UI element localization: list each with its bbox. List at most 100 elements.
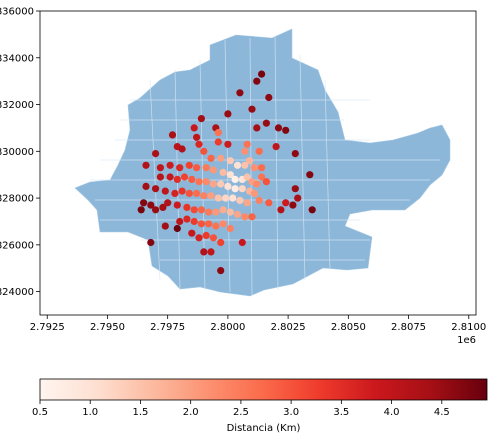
point	[243, 199, 251, 207]
point	[164, 199, 172, 207]
point	[205, 220, 213, 228]
point	[193, 164, 201, 172]
point	[200, 147, 208, 155]
point	[209, 234, 217, 242]
point	[219, 206, 227, 214]
point	[202, 164, 210, 172]
point	[248, 105, 256, 113]
x-tick-label: 2.8050	[331, 322, 366, 333]
point	[262, 178, 270, 186]
point	[147, 201, 155, 209]
point	[178, 145, 186, 153]
point	[152, 150, 160, 158]
point	[258, 164, 266, 172]
x-tick-label: 2.7925	[30, 322, 65, 333]
point	[282, 126, 290, 134]
point	[236, 89, 244, 97]
city-polygon	[74, 28, 451, 297]
y-tick-label: 828000	[0, 194, 34, 205]
point	[197, 220, 205, 228]
point	[212, 208, 220, 216]
colorbar-ticks: 0.5 1.0 1.5 2.0 2.5 3.0 3.5 4.0 4.5	[32, 400, 450, 418]
point	[178, 187, 186, 195]
point	[207, 154, 215, 162]
point	[236, 196, 244, 204]
point	[137, 206, 145, 214]
point	[253, 180, 261, 188]
point	[224, 182, 232, 190]
point	[224, 110, 232, 118]
point	[226, 224, 234, 233]
point	[277, 206, 285, 214]
point	[195, 178, 203, 186]
point	[226, 157, 234, 165]
point	[180, 173, 189, 181]
point	[231, 185, 239, 193]
point	[183, 215, 191, 223]
point	[147, 238, 155, 247]
colorbar-label: Distancia (Km)	[227, 423, 301, 434]
colorbar-tick-label: 1.0	[82, 407, 98, 418]
point	[142, 182, 150, 190]
point	[209, 180, 217, 188]
point	[219, 168, 227, 176]
point	[250, 164, 258, 172]
point	[233, 210, 242, 218]
point	[241, 161, 249, 169]
y-tick-label: 834000	[0, 53, 34, 64]
y-tick-label: 832000	[0, 100, 34, 111]
y-tick-label: 836000	[0, 7, 34, 18]
basemap	[74, 28, 451, 297]
point	[231, 175, 239, 183]
point	[173, 224, 181, 233]
point	[258, 173, 266, 181]
colorbar-tick-label: 0.5	[32, 407, 48, 418]
y-tick-label: 824000	[0, 287, 34, 298]
point	[193, 133, 201, 141]
point	[219, 220, 227, 228]
point	[226, 171, 234, 179]
point	[188, 229, 196, 237]
point	[190, 206, 198, 214]
point	[156, 164, 164, 172]
y-tick-label: 826000	[0, 240, 34, 251]
x-axis: 2.7925 2.7950 2.7975 2.8000 2.8025 2.8050 2.80…	[30, 315, 486, 333]
point	[221, 194, 230, 202]
point	[241, 147, 249, 155]
point	[258, 70, 266, 78]
y-tick-label: 830000	[0, 147, 34, 158]
point	[183, 203, 191, 211]
point	[217, 238, 225, 247]
point	[209, 166, 217, 174]
point	[207, 248, 215, 256]
point	[185, 161, 193, 169]
point	[274, 124, 283, 132]
point	[185, 189, 193, 197]
point	[243, 173, 251, 181]
point	[255, 196, 263, 204]
x-tick-label: 2.7950	[90, 322, 125, 333]
point	[238, 185, 246, 193]
colorbar-tick-label: 4.5	[434, 407, 450, 418]
point	[253, 124, 261, 132]
point	[217, 154, 225, 162]
point	[306, 171, 314, 179]
point	[217, 267, 225, 275]
point	[193, 189, 201, 197]
point	[156, 173, 164, 181]
point	[282, 199, 290, 207]
x-tick-label: 2.8000	[210, 322, 245, 333]
x-tick-label: 2.8025	[271, 322, 306, 333]
point	[226, 208, 234, 216]
point	[229, 194, 237, 202]
colorbar-tick-label: 3.0	[283, 407, 299, 418]
point	[289, 201, 297, 209]
point	[166, 173, 174, 181]
point	[188, 175, 196, 183]
point	[173, 175, 181, 183]
point	[173, 201, 181, 209]
point	[246, 157, 254, 165]
point	[190, 124, 198, 132]
point	[265, 93, 273, 102]
